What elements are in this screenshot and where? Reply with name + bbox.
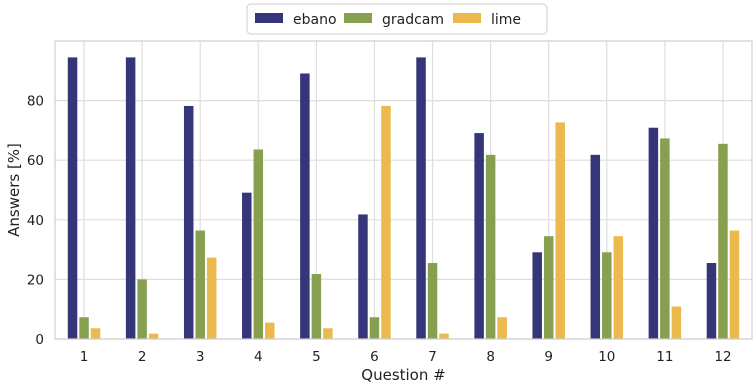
x-tick-label: 9 <box>544 349 553 365</box>
legend-label-lime: lime <box>491 12 521 28</box>
bar-lime-q9 <box>555 122 565 339</box>
bar-gradcam-q9 <box>543 236 554 339</box>
x-tick-labels: 1 2 3 4 5 6 7 8 9 10 11 12 <box>80 349 732 365</box>
bar-lime-q5 <box>323 328 333 339</box>
bar-lime-q12 <box>729 230 740 339</box>
x-tick-label: 7 <box>428 349 437 365</box>
legend-box <box>246 3 548 35</box>
bar-ebano-q10 <box>590 154 601 339</box>
bar-gradcam-q4 <box>253 149 264 339</box>
bar-lime-q7 <box>439 333 449 339</box>
x-tick-label: 3 <box>196 349 205 365</box>
bar-gradcam-q3 <box>195 230 205 339</box>
bar-lime-q1 <box>90 328 101 339</box>
bar-lime-q4 <box>265 322 275 339</box>
x-tick-label: 1 <box>80 349 89 365</box>
bar-lime-q8 <box>497 317 507 339</box>
x-tick-label: 10 <box>598 349 615 365</box>
bar-ebano-q6 <box>358 214 368 339</box>
bar-ebano-q1 <box>67 57 78 339</box>
y-tick-label: 80 <box>27 94 44 110</box>
x-axis-label: Question # <box>361 366 445 384</box>
bar-ebano-q11 <box>648 127 659 339</box>
x-tick-label: 4 <box>254 349 263 365</box>
legend-swatch-gradcam <box>344 13 372 23</box>
bar-ebano-q3 <box>183 105 194 340</box>
bar-ebano-q2 <box>125 57 136 339</box>
bar-gradcam-q8 <box>485 154 496 339</box>
bar-gradcam-q2 <box>137 279 147 339</box>
legend-label-gradcam: gradcam <box>382 12 444 28</box>
bar-ebano-q8 <box>474 133 484 339</box>
bar-gradcam-q11 <box>660 138 670 339</box>
y-axis-label: Answers [%] <box>5 143 23 237</box>
x-tick-label: 2 <box>138 349 147 365</box>
legend-label-ebano: ebano <box>293 12 337 28</box>
bar-ebano-q5 <box>300 73 310 340</box>
y-tick-labels: 0 20 40 60 80 <box>27 94 44 348</box>
bar-gradcam-q1 <box>79 317 89 339</box>
x-tick-label: 8 <box>486 349 495 365</box>
bar-ebano-q9 <box>532 252 542 339</box>
x-tick-label: 6 <box>370 349 379 365</box>
x-tick-label: 11 <box>656 349 673 365</box>
bar-lime-q11 <box>671 306 682 339</box>
bar-ebano-q12 <box>706 263 717 339</box>
bars <box>67 57 740 340</box>
bar-lime-q6 <box>381 105 391 340</box>
bar-gradcam-q6 <box>369 317 380 339</box>
y-tick-label: 60 <box>27 153 44 169</box>
bar-lime-q3 <box>206 257 217 339</box>
bar-gradcam-q10 <box>602 252 612 339</box>
bar-gradcam-q7 <box>427 263 438 339</box>
legend: ebano gradcam lime <box>246 3 548 35</box>
x-tick-label: 12 <box>714 349 731 365</box>
plot-frame <box>54 40 753 340</box>
y-tick-label: 40 <box>27 213 44 229</box>
bar-gradcam-q5 <box>311 274 322 339</box>
bar-gradcam-q12 <box>718 143 728 339</box>
grid-lines <box>55 41 752 340</box>
y-tick-label: 20 <box>27 272 44 288</box>
bar-ebano-q4 <box>242 192 252 339</box>
bar-ebano-q7 <box>416 57 426 339</box>
legend-swatch-lime <box>453 13 481 23</box>
legend-swatch-ebano <box>255 13 283 23</box>
bar-lime-q10 <box>613 236 624 339</box>
bar-lime-q2 <box>148 333 159 339</box>
y-tick-label: 0 <box>35 332 44 348</box>
x-tick-label: 5 <box>312 349 321 365</box>
